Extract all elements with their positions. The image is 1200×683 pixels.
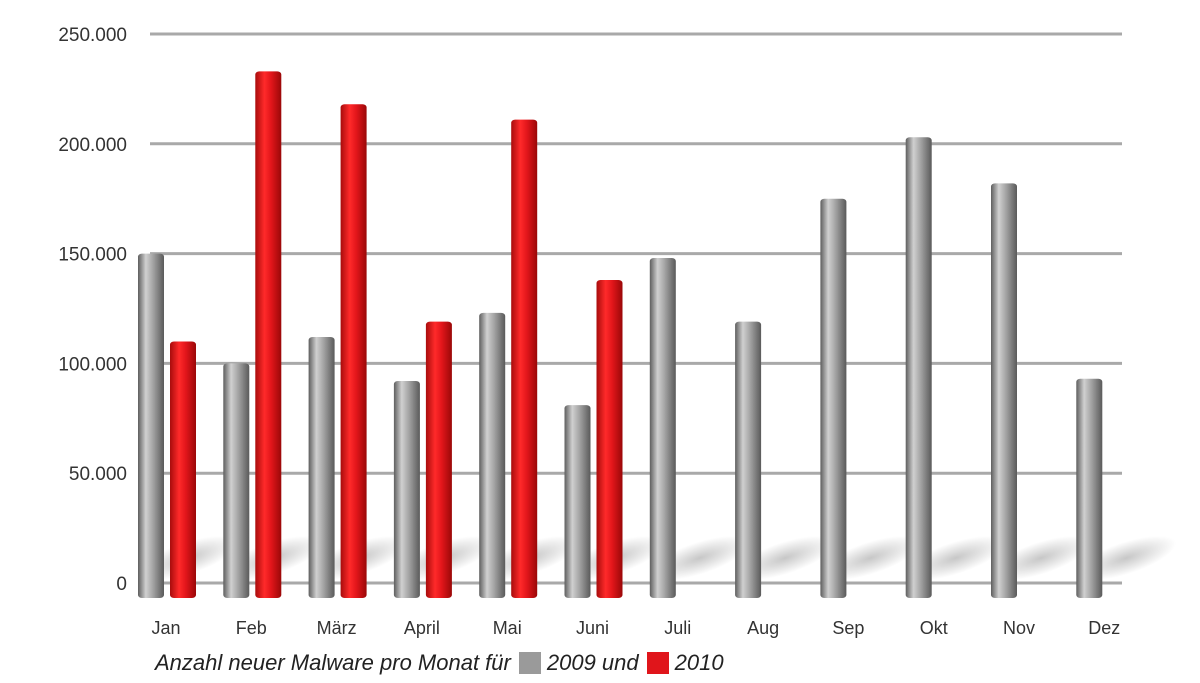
x-tick-label: Mai (493, 618, 522, 638)
y-tick-label: 200.000 (58, 135, 127, 156)
caption-middle: 2009 und (546, 650, 639, 675)
x-tick-label: Sep (832, 618, 864, 638)
bar-2010-April (425, 321, 452, 598)
x-tick-label: Juli (664, 618, 691, 638)
y-tick-label: 0 (116, 574, 127, 595)
bar-2009-Mai (479, 312, 506, 598)
bars (138, 71, 1103, 599)
bar-2009-Jan (138, 253, 164, 598)
gridlines (150, 32, 1122, 585)
y-tick-label: 150.000 (58, 245, 127, 266)
bar-2009-Sep (820, 198, 847, 598)
bar-2010-Juni (596, 279, 623, 598)
y-tick-label: 100.000 (58, 354, 127, 375)
bar-2010-Jan (170, 341, 196, 598)
x-tick-label: Aug (747, 618, 779, 638)
y-axis: 0 50.000 100.000 150.000 200.000 250.000 (58, 25, 127, 595)
x-tick-label: Dez (1088, 618, 1120, 638)
bar-2009-Dez (1076, 378, 1103, 598)
legend-swatch-2009 (518, 652, 541, 674)
bar-2009-Feb (223, 363, 250, 598)
caption-prefix: Anzahl neuer Malware pro Monat für (155, 650, 511, 675)
bar-2009-Juni (564, 405, 591, 598)
caption-suffix: 2010 (674, 650, 724, 675)
bar-2009-März (308, 337, 335, 598)
bar-2009-Aug (735, 321, 762, 598)
y-tick-label: 50.000 (69, 464, 127, 485)
x-tick-label: Juni (576, 618, 609, 638)
legend-swatch-2010 (646, 652, 669, 674)
bar-2009-Okt (905, 137, 932, 598)
x-tick-label: Okt (920, 618, 948, 638)
bar-2010-Feb (255, 71, 282, 598)
bar-2009-Juli (649, 257, 676, 598)
chart-caption: Anzahl neuer Malware pro Monat für 2009 … (155, 647, 724, 679)
bar-2010-Mai (511, 119, 538, 599)
bar-2009-Nov (991, 183, 1017, 598)
bar-2009-April (393, 380, 420, 598)
x-axis: Jan Feb März April Mai Juni Juli Aug Sep Okt Nov De… (151, 618, 1120, 638)
x-tick-label: Nov (1003, 618, 1035, 638)
x-tick-label: März (317, 618, 357, 638)
x-tick-label: April (404, 618, 440, 638)
x-tick-label: Feb (236, 618, 267, 638)
bar-2010-März (340, 104, 367, 598)
y-tick-label: 250.000 (58, 25, 127, 46)
x-tick-label: Jan (151, 618, 180, 638)
